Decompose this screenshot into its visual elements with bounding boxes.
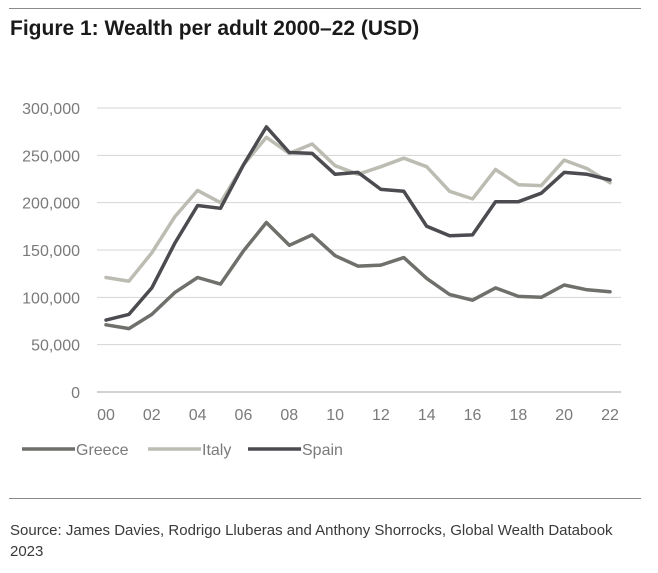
x-tick-label: 14 [418, 407, 436, 424]
bottom-rule [9, 498, 641, 499]
y-tick-label: 50,000 [31, 338, 80, 355]
legend-label-greece: Greece [76, 442, 129, 459]
x-tick-label: 18 [509, 407, 527, 424]
x-tick-label: 16 [464, 407, 482, 424]
series-line-greece [104, 220, 612, 331]
x-tick-label: 04 [189, 407, 207, 424]
y-axis-ticks: 0 50,000 100,000 150,000 200,000 250,000 300,0… [22, 101, 80, 402]
legend: Greece Italy Spain [22, 442, 343, 459]
figure-title: Figure 1: Wealth per adult 2000–22 (USD) [10, 17, 420, 40]
series-lines [104, 125, 612, 331]
x-tick-label: 22 [601, 407, 619, 424]
y-tick-label: 150,000 [22, 243, 80, 260]
x-tick-label: 20 [555, 407, 573, 424]
x-tick-label: 00 [97, 407, 115, 424]
x-tick-label: 02 [143, 407, 161, 424]
x-axis-ticks: 00 02 04 06 08 10 12 14 16 18 20 22 [97, 407, 619, 424]
y-tick-label: 250,000 [22, 148, 80, 165]
gridlines [97, 107, 621, 393]
y-tick-label: 100,000 [22, 290, 80, 307]
y-tick-label: 300,000 [22, 101, 80, 118]
x-tick-label: 12 [372, 407, 390, 424]
y-tick-label: 0 [71, 385, 80, 402]
line-chart: 0 50,000 100,000 150,000 200,000 250,000 300,0… [22, 101, 621, 459]
top-rule [9, 8, 641, 9]
legend-label-spain: Spain [302, 442, 343, 459]
y-tick-label: 200,000 [22, 196, 80, 213]
x-tick-label: 08 [280, 407, 298, 424]
series-line-italy [104, 135, 612, 283]
legend-label-italy: Italy [202, 442, 231, 459]
series-line-spain [104, 125, 612, 322]
source-note: Source: James Davies, Rodrigo Lluberas a… [10, 522, 613, 560]
x-tick-label: 06 [235, 407, 253, 424]
x-tick-label: 10 [326, 407, 344, 424]
